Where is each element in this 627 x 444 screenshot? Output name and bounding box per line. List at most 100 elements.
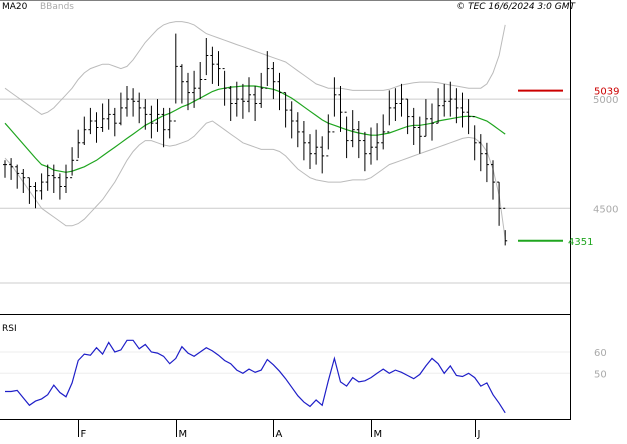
ohlc-bar-63 (387, 90, 392, 133)
ohlc-bar-41 (253, 86, 258, 121)
ohlc-bar-9 (57, 173, 62, 200)
resistance-level-label: 5039 (594, 87, 619, 98)
ohlc-bar-17 (106, 99, 111, 130)
ohlc-bar-31 (192, 70, 197, 108)
ohlc-bar-69 (423, 99, 428, 137)
ohlc-bar-80 (491, 160, 495, 200)
ohlc-bar-36 (222, 68, 227, 106)
ohlc-bar-62 (381, 114, 386, 150)
ohlc-bar-52 (320, 136, 325, 174)
bollinger-bands (4, 21, 506, 239)
ma20-legend-label: MA20 (2, 2, 28, 12)
ohlc-bar-79 (484, 142, 489, 183)
ohlc-bar-1 (9, 158, 14, 180)
ohlc-bar-66 (405, 98, 410, 135)
ohlc-bar-68 (417, 116, 422, 154)
ohlc-bar-49 (301, 121, 306, 161)
ohlc-bar-71 (436, 88, 441, 124)
ohlc-bar-72 (442, 83, 447, 117)
ohlc-bar-81 (497, 181, 502, 226)
rsi-tick-label-50: 50 (594, 369, 607, 380)
ohlc-bar-28 (173, 33, 178, 122)
ohlc-bar-18 (112, 107, 117, 137)
ohlc-bar-42 (259, 72, 264, 108)
time-tick-label-4: J (477, 429, 481, 440)
ohlc-bar-35 (216, 51, 221, 86)
ohlc-bar-50 (308, 134, 312, 169)
ohlc-bar-64 (393, 88, 398, 121)
ohlc-bar-48 (295, 112, 300, 148)
ohlc-bar-6 (39, 173, 44, 200)
ohlc-bar-10 (64, 164, 68, 193)
time-tick-label-0: F (81, 429, 87, 440)
ohlc-bar-23 (143, 99, 148, 130)
ohlc-bar-57 (350, 110, 355, 148)
ohlc-bar-37 (228, 86, 233, 121)
ohlc-bar-32 (198, 62, 203, 100)
ohlc-bar-7 (45, 164, 50, 191)
ohlc-bar-65 (399, 83, 404, 117)
ohlc-bar-76 (466, 99, 471, 135)
ohlc-bar-47 (289, 101, 294, 139)
ohlc-bar-82 (503, 207, 508, 246)
ohlc-bar-78 (478, 134, 483, 172)
ohlc-bar-56 (344, 111, 349, 159)
ohlc-bar-33 (204, 38, 209, 80)
ohlc-bar-77 (472, 116, 477, 161)
ohlc-bar-12 (76, 129, 81, 161)
ohlc-bar-30 (186, 72, 190, 111)
chart-panes (0, 0, 571, 420)
price-axis-ticks: 5000 4500 (593, 95, 618, 215)
rsi-pane: 60 50 (0, 339, 607, 414)
ohlc-bar-21 (131, 88, 136, 117)
time-tick-label-3: M (374, 429, 383, 440)
ohlc-bar-2 (15, 164, 20, 189)
ohlc-bar-14 (88, 107, 93, 135)
ohlc-bar-60 (369, 127, 373, 165)
ohlc-bar-22 (137, 92, 142, 124)
rsi-pane-label: RSI (2, 324, 17, 334)
ohlc-bar-27 (167, 107, 172, 139)
ohlc-bar-58 (356, 121, 361, 159)
ohlc-bar-13 (82, 116, 87, 145)
ohlc-bar-15 (94, 112, 99, 143)
ohlc-bar-4 (27, 177, 32, 204)
ohlc-bars (3, 33, 508, 246)
level-lines: 5039 4351 (518, 87, 619, 248)
ohlc-bar-54 (332, 77, 337, 133)
time-tick-label-2: A (276, 429, 283, 440)
ohlc-bar-43 (265, 51, 270, 89)
time-tick-label-1: M (179, 429, 188, 440)
grid-lines (0, 98, 570, 284)
ohlc-bar-74 (454, 88, 459, 124)
ohlc-bar-45 (277, 72, 282, 111)
bbands-lower-line (4, 120, 506, 239)
ohlc-bar-67 (411, 107, 416, 145)
ohlc-bar-20 (125, 86, 129, 117)
copyright-timestamp: © TEC 16/6/2024 3:0 GMT (456, 2, 576, 12)
ohlc-bar-59 (362, 131, 367, 172)
ohlc-bar-34 (210, 46, 215, 84)
ohlc-bar-51 (314, 129, 319, 165)
ohlc-bar-16 (100, 103, 105, 132)
ohlc-bar-29 (179, 64, 184, 104)
bbands-legend-label: BBands (40, 2, 74, 12)
ohlc-bar-53 (326, 114, 331, 157)
ohlc-bar-55 (338, 86, 343, 132)
ohlc-bar-5 (33, 182, 38, 209)
ohlc-bar-24 (149, 105, 154, 139)
price-tick-label-4500: 4500 (593, 204, 618, 215)
ohlc-bar-70 (430, 103, 434, 141)
ohlc-bar-73 (448, 81, 453, 117)
rsi-series-line (5, 339, 506, 414)
support-level-label: 4351 (568, 237, 593, 248)
ohlc-bar-38 (234, 81, 239, 117)
ohlc-bar-75 (460, 92, 465, 128)
ohlc-bar-19 (118, 92, 123, 126)
ohlc-bar-26 (161, 107, 166, 148)
ohlc-bar-40 (247, 77, 251, 113)
ohlc-bar-61 (375, 123, 380, 161)
ohlc-bar-25 (155, 99, 160, 132)
